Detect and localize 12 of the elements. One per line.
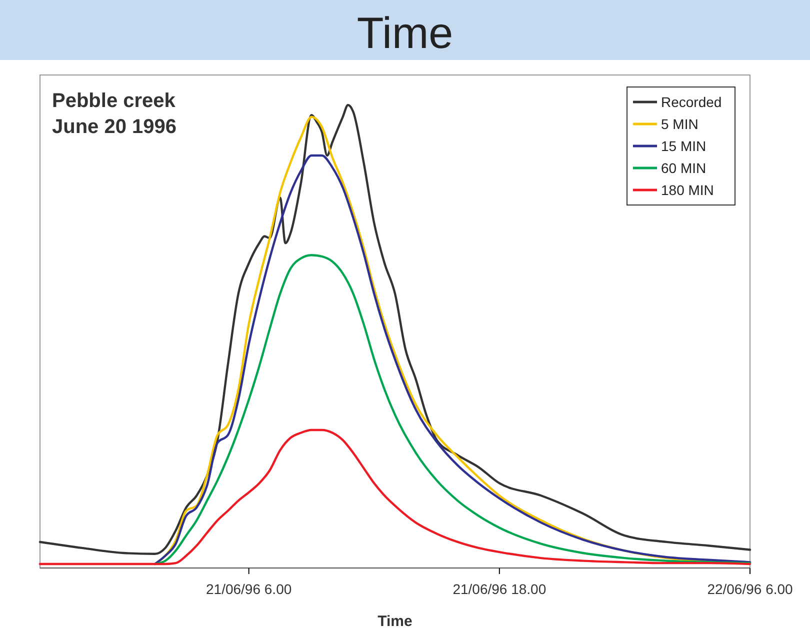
- legend-label: Recorded: [661, 94, 722, 110]
- x-tick-label: 22/06/96 6.00: [707, 580, 794, 597]
- chart-title: Pebble creek: [52, 90, 176, 112]
- text: June 20 1996: [52, 116, 177, 138]
- x-tick-label: 21/06/96 18.00: [452, 580, 546, 597]
- x-axis-title: Time: [378, 613, 412, 630]
- legend-label: 5 MIN: [661, 116, 698, 132]
- legend-label: 15 MIN: [661, 138, 706, 154]
- text: Time: [356, 9, 454, 58]
- x-tick-label: 21/06/96 6.00: [206, 580, 292, 597]
- legend-label: 180 MIN: [661, 182, 714, 198]
- legend-label: 60 MIN: [661, 160, 706, 176]
